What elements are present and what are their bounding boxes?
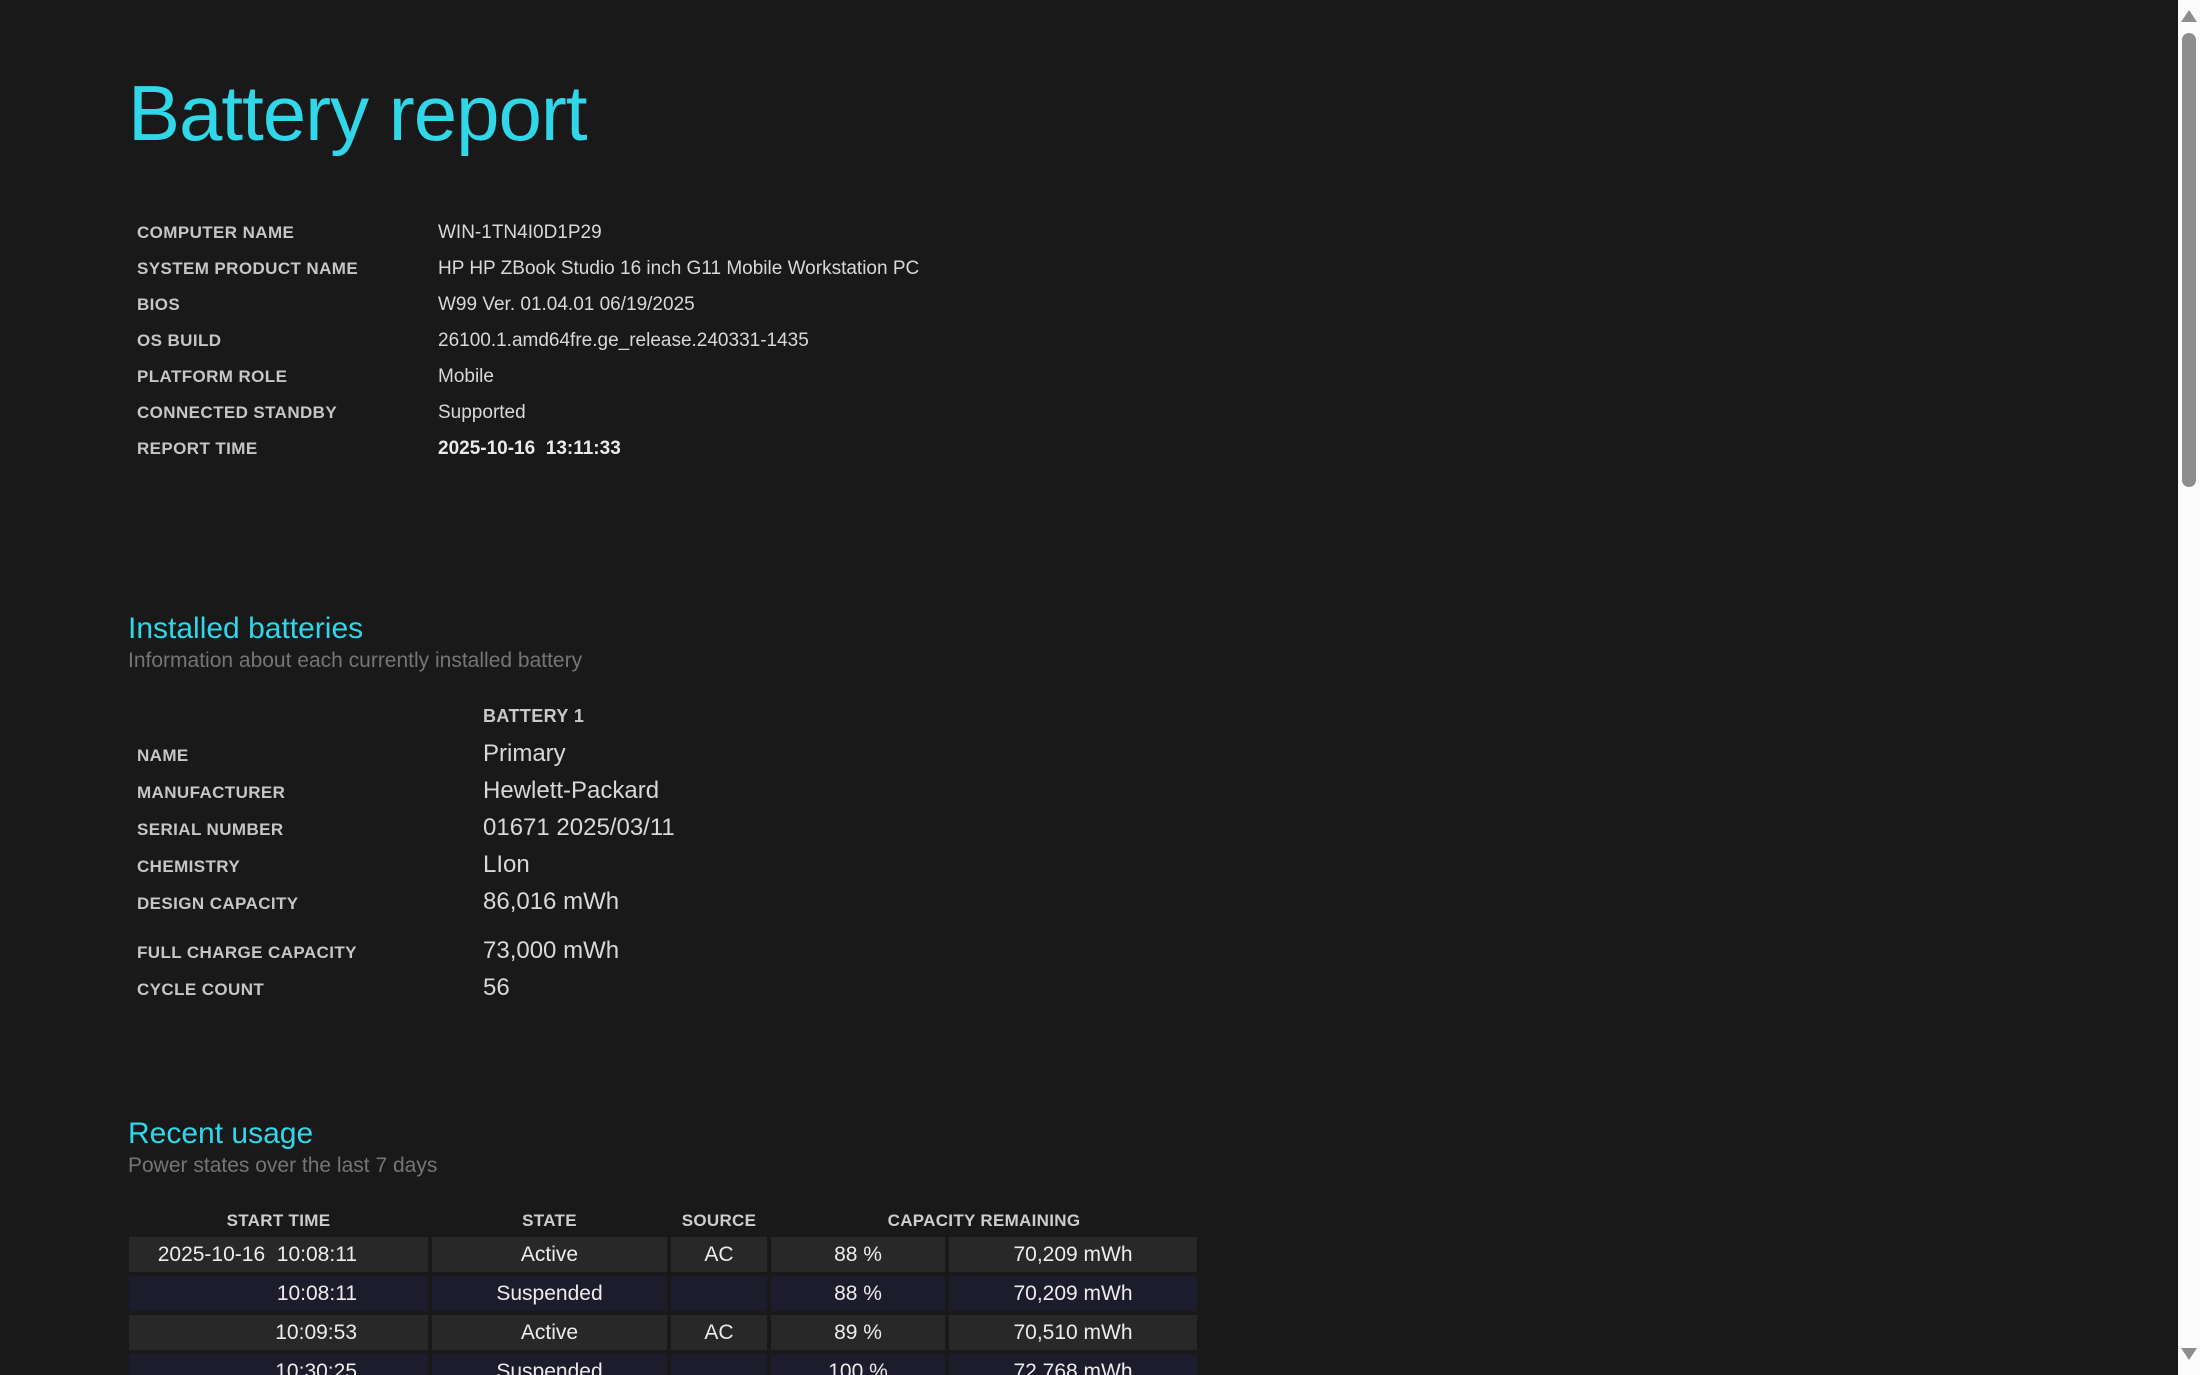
info-value: HP HP ZBook Studio 16 inch G11 Mobile Wo… — [438, 258, 920, 279]
info-value: 26100.1.amd64fre.ge_release.240331-1435 — [438, 330, 809, 351]
start-time-cell: 2025-10-16 10:08:11 — [129, 1237, 428, 1272]
battery-row: FULL CHARGE CAPACITY 73,000 mWh — [128, 932, 2178, 969]
info-label: SYSTEM PRODUCT NAME — [137, 259, 359, 278]
state-cell: Active — [432, 1315, 667, 1350]
battery-label: CHEMISTRY — [137, 857, 241, 876]
mwh-cell: 70,209 mWh — [949, 1276, 1197, 1311]
percent-cell: 100 % — [771, 1354, 945, 1375]
battery-label: NAME — [137, 746, 189, 765]
info-value: 2025-10-16 13:11:33 — [438, 438, 621, 459]
info-row: CONNECTED STANDBY Supported — [128, 395, 2178, 431]
usage-row: 2025-10-16 10:08:11 Active AC 88 % 70,209 mW… — [129, 1237, 2178, 1272]
battery-row: MANUFACTURER Hewlett-Packard — [128, 772, 2178, 809]
battery-row: SERIAL NUMBER 01671 2025/03/11 — [128, 809, 2178, 846]
mwh-cell: 72,768 mWh — [949, 1354, 1197, 1375]
usage-row: 10:09:53 Active AC 89 % 70,510 mWh — [129, 1315, 2178, 1350]
header-capacity-remaining: CAPACITY REMAINING — [887, 1211, 1081, 1230]
info-row: REPORT TIME 2025-10-16 13:11:33 — [128, 431, 2178, 467]
percent-cell: 89 % — [771, 1315, 945, 1350]
start-time-cell: 10:30:25 — [129, 1354, 428, 1375]
battery-label: MANUFACTURER — [137, 783, 286, 802]
info-label: CONNECTED STANDBY — [137, 403, 338, 422]
info-value: Mobile — [438, 366, 494, 387]
header-state: STATE — [522, 1211, 577, 1230]
info-row: COMPUTER NAME WIN-1TN4I0D1P29 — [128, 215, 2178, 251]
info-value: WIN-1TN4I0D1P29 — [438, 222, 602, 243]
usage-row: 10:08:11 Suspended 88 % 70,209 mWh — [129, 1276, 2178, 1311]
battery-table: BATTERY 1 NAME Primary MANUFACTURER Hewlett… — [128, 698, 2178, 1006]
info-value: W99 Ver. 01.04.01 06/19/2025 — [438, 294, 695, 315]
start-time-cell: 10:09:53 — [129, 1315, 428, 1350]
battery-value: 86,016 mWh — [483, 888, 620, 915]
page-title: Battery report — [128, 69, 588, 157]
percent-cell: 88 % — [771, 1276, 945, 1311]
info-label: PLATFORM ROLE — [137, 367, 288, 386]
installed-batteries-heading: Installed batteries — [128, 612, 364, 645]
usage-table-header-row: START TIME STATE SOURCE CAPACITY REMAINI… — [129, 1209, 2178, 1233]
battery-row: CHEMISTRY LIon — [128, 846, 2178, 883]
battery-value: Primary — [483, 740, 566, 767]
info-label: OS BUILD — [137, 331, 222, 350]
recent-usage-heading: Recent usage — [128, 1117, 314, 1150]
battery-label: FULL CHARGE CAPACITY — [137, 943, 357, 962]
vertical-scrollbar[interactable] — [2178, 0, 2200, 1375]
recent-usage-section: Recent usage Power states over the last … — [128, 1116, 2178, 1375]
percent-cell: 88 % — [771, 1237, 945, 1272]
usage-row: 10:30:25 Suspended 100 % 72,768 mWh — [129, 1354, 2178, 1375]
source-cell — [671, 1276, 767, 1311]
battery-row: CYCLE COUNT 56 — [128, 969, 2178, 1006]
recent-usage-subtitle: Power states over the last 7 days — [128, 1154, 438, 1177]
battery-value: 56 — [483, 974, 510, 1001]
info-row: PLATFORM ROLE Mobile — [128, 359, 2178, 395]
source-cell: AC — [671, 1237, 767, 1272]
scrollbar-thumb[interactable] — [2182, 33, 2196, 487]
battery-label: CYCLE COUNT — [137, 980, 265, 999]
state-cell: Suspended — [432, 1276, 667, 1311]
info-label: COMPUTER NAME — [137, 223, 295, 242]
mwh-cell: 70,209 mWh — [949, 1237, 1197, 1272]
state-cell: Active — [432, 1237, 667, 1272]
recent-usage-table: START TIME STATE SOURCE CAPACITY REMAINI… — [128, 1209, 2178, 1375]
battery-row: DESIGN CAPACITY 86,016 mWh — [128, 883, 2178, 920]
info-row: SYSTEM PRODUCT NAME HP HP ZBook Studio 16… — [128, 251, 2178, 287]
source-cell — [671, 1354, 767, 1375]
system-info-table: COMPUTER NAME WIN-1TN4I0D1P29 SYSTEM PRODU… — [128, 215, 2178, 467]
battery-rows-main: NAME Primary MANUFACTURER Hewlett-Packard SE… — [128, 735, 2178, 920]
info-label: BIOS — [137, 295, 181, 314]
header-start-time: START TIME — [226, 1211, 331, 1230]
battery-value: LIon — [483, 851, 530, 878]
battery-row: NAME Primary — [128, 735, 2178, 772]
battery-label: SERIAL NUMBER — [137, 820, 284, 839]
battery-value: 73,000 mWh — [483, 937, 620, 964]
battery-header-row: BATTERY 1 — [128, 698, 2178, 735]
source-cell: AC — [671, 1315, 767, 1350]
start-time-cell: 10:08:11 — [129, 1276, 428, 1311]
header-source: SOURCE — [681, 1211, 757, 1230]
battery-column-header: BATTERY 1 — [483, 706, 585, 726]
info-label: REPORT TIME — [137, 439, 258, 458]
battery-value: 01671 2025/03/11 — [483, 814, 675, 841]
battery-label: DESIGN CAPACITY — [137, 894, 299, 913]
usage-rows: 2025-10-16 10:08:11 Active AC 88 % 70,209 mW… — [128, 1237, 2178, 1375]
info-row: BIOS W99 Ver. 01.04.01 06/19/2025 — [128, 287, 2178, 323]
info-value: Supported — [438, 402, 526, 423]
mwh-cell: 70,510 mWh — [949, 1315, 1197, 1350]
battery-rows-secondary: FULL CHARGE CAPACITY 73,000 mWh CYCLE COUN… — [128, 932, 2178, 1006]
installed-batteries-subtitle: Information about each currently install… — [128, 649, 583, 672]
battery-value: Hewlett-Packard — [483, 777, 660, 804]
info-row: OS BUILD 26100.1.amd64fre.ge_release.2403… — [128, 323, 2178, 359]
scroll-down-arrow-icon[interactable] — [2181, 1348, 2197, 1360]
installed-batteries-section: Installed batteries Information about ea… — [128, 611, 2178, 1006]
state-cell: Suspended — [432, 1354, 667, 1375]
scroll-up-arrow-icon[interactable] — [2181, 10, 2197, 22]
